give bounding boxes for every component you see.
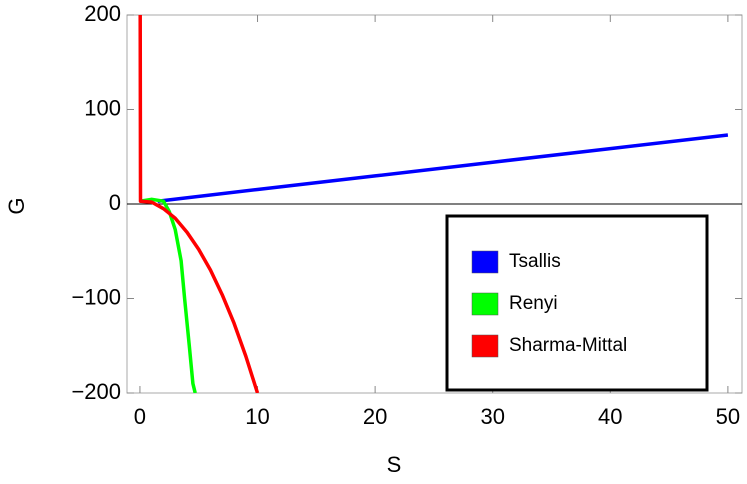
series-line (138, 15, 260, 393)
x-tick-label: 20 (363, 404, 387, 429)
x-tick-label: 10 (245, 404, 269, 429)
x-tick-label: 30 (480, 404, 504, 429)
x-axis-label: S (387, 452, 402, 477)
y-tick-label: −200 (71, 379, 121, 404)
legend-label: Sharma-Mittal (509, 335, 627, 356)
legend-swatch (471, 334, 499, 358)
y-axis-label: G (4, 197, 29, 214)
series-line (139, 197, 197, 393)
x-tick-label: 0 (134, 404, 146, 429)
series-line (157, 133, 729, 203)
legend-label: Renyi (509, 293, 558, 314)
legend-label: Tsallis (509, 251, 561, 272)
legend-swatch (471, 292, 499, 316)
y-tick-label: −100 (71, 284, 121, 309)
y-tick-label: 200 (84, 1, 121, 26)
x-tick-label: 40 (598, 404, 622, 429)
x-tick-label: 50 (716, 404, 740, 429)
legend-swatch (471, 250, 499, 274)
y-tick-label: 100 (84, 95, 121, 120)
y-tick-label: 0 (109, 190, 121, 215)
